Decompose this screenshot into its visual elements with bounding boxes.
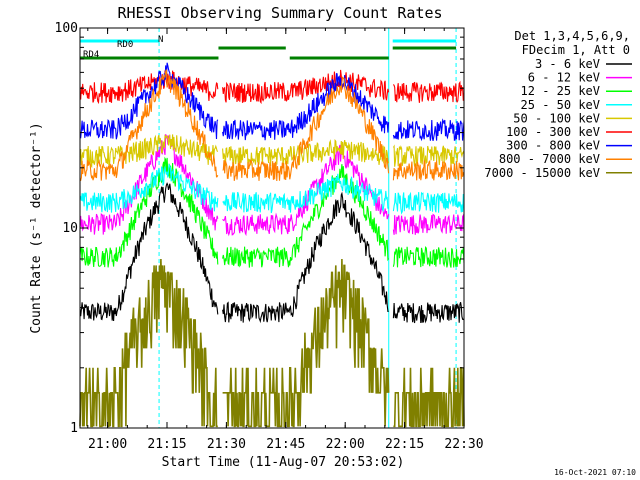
- x-axis-label: Start Time (11-Aug-07 20:53:02): [162, 455, 405, 470]
- series-line-8: [79, 258, 465, 428]
- series-line-7: [79, 69, 465, 182]
- series-line-2: [79, 156, 465, 268]
- series-line-4: [79, 134, 465, 169]
- legend: Det 1,3,4,5,6,9,FDecim 1, Att 03 - 6 keV…: [484, 29, 632, 180]
- legend-label-2: 12 - 25 keV: [521, 84, 600, 98]
- legend-header: FDecim 1, Att 0: [522, 43, 630, 57]
- x-tick-label: 22:15: [385, 437, 424, 452]
- legend-header: Det 1,3,4,5,6,9,: [514, 29, 630, 43]
- series-line-0: [79, 182, 465, 324]
- flag-label-2: RD4: [83, 50, 99, 60]
- legend-label-0: 3 - 6 keV: [535, 57, 600, 71]
- chart-title: RHESSI Observing Summary Count Rates: [117, 4, 442, 22]
- x-tick-label: 21:45: [266, 437, 305, 452]
- y-axis-label: Count Rate (s⁻¹ detector⁻¹): [29, 122, 44, 333]
- x-tick-label: 21:15: [147, 437, 186, 452]
- legend-label-7: 800 - 7000 keV: [499, 152, 600, 166]
- x-tick-label: 21:30: [207, 437, 246, 452]
- series-line-6: [79, 62, 465, 142]
- legend-label-5: 100 - 300 keV: [506, 125, 600, 139]
- data-layer: [79, 28, 465, 428]
- y-tick-label: 100: [55, 21, 78, 36]
- series-line-5: [79, 69, 465, 105]
- legend-label-8: 7000 - 15000 keV: [484, 166, 600, 180]
- legend-label-3: 25 - 50 keV: [521, 98, 600, 112]
- y-tick-label: 1: [70, 421, 78, 436]
- x-tick-label: 22:30: [444, 437, 483, 452]
- x-tick-label: 22:00: [326, 437, 365, 452]
- legend-label-4: 50 - 100 keV: [513, 111, 600, 125]
- flag-bars: N RD0 RD4: [80, 35, 457, 60]
- legend-label-1: 6 - 12 keV: [528, 71, 600, 85]
- flag-label-0: N: [158, 35, 163, 45]
- x-tick-label: 21:00: [88, 437, 127, 452]
- footer-timestamp: 16-Oct-2021 07:10: [554, 468, 636, 477]
- flag-label-1: RD0: [117, 40, 133, 50]
- y-tick-label: 10: [62, 221, 78, 236]
- legend-label-6: 300 - 800 keV: [506, 139, 600, 153]
- series-line-3: [79, 163, 465, 215]
- axes: 21:00 21:15 21:30 21:45 22:00 22:15 22:30 1 10 10…: [55, 21, 484, 452]
